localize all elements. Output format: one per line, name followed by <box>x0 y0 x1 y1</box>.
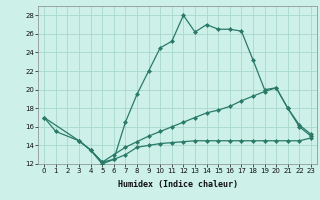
X-axis label: Humidex (Indice chaleur): Humidex (Indice chaleur) <box>118 180 238 189</box>
